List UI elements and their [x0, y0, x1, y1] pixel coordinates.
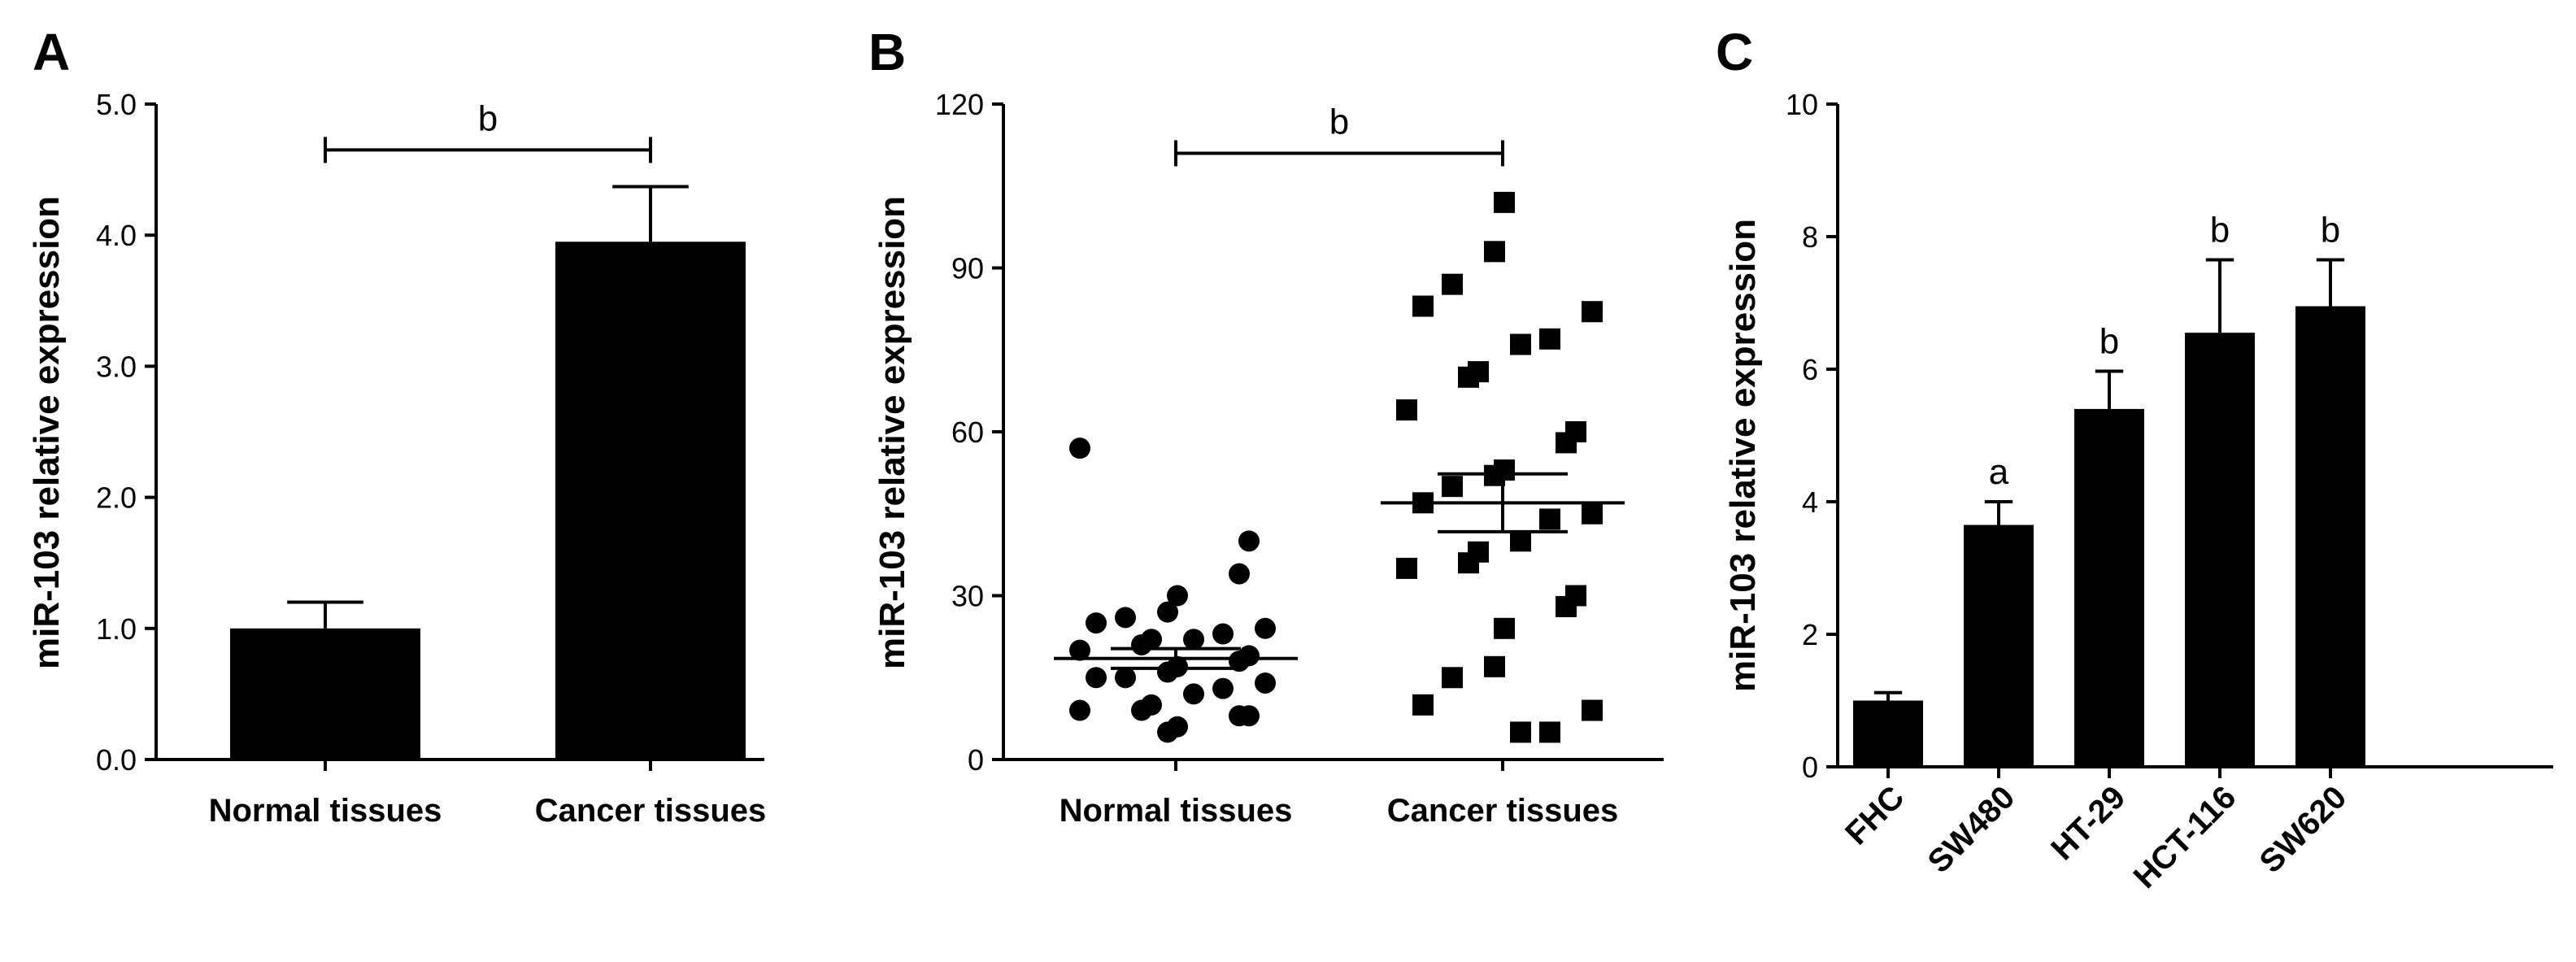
panel-a-y-tick-label: 0.0 [96, 743, 137, 777]
panel-b-point-normal [1212, 623, 1234, 645]
panel-b-point-normal [1069, 437, 1090, 459]
panel-letter-b: B [868, 23, 906, 81]
panel-a-y-tick-label: 5.0 [96, 88, 137, 121]
panel-b-point-normal [1183, 629, 1204, 651]
panel-b-point-cancer [1484, 241, 1505, 263]
panel-c-bar [1964, 525, 2034, 767]
panel-a-bar [230, 628, 420, 760]
panel-b-point-cancer [1412, 295, 1434, 317]
panel-a-y-axis-title: miR-103 relative expression [27, 196, 67, 669]
panel-a-bar [555, 242, 746, 760]
panel-letter-a: A [33, 23, 70, 81]
panel-b-point-cancer [1556, 432, 1577, 454]
panel-a-y-tick-label: 4.0 [96, 219, 137, 252]
panel-b-point-cancer [1582, 503, 1603, 525]
panel-c-significance-label: b [2100, 321, 2119, 361]
panel-b-point-cancer [1510, 530, 1531, 552]
panel-c-significance-label: b [2210, 211, 2230, 250]
panel-c-y-tick-label: 10 [1786, 88, 1818, 121]
panel-letter-c: C [1716, 23, 1753, 81]
panel-c-x-category-label: SW620 [2252, 779, 2353, 880]
panel-b-point-cancer [1442, 273, 1463, 295]
panel-c-y-tick-label: 8 [1802, 220, 1818, 254]
panel-b-point-cancer [1510, 721, 1531, 743]
panel-c-bar [1853, 700, 1923, 767]
panel-a-x-category-label: Normal tissues [209, 793, 442, 829]
panel-b-point-cancer [1494, 191, 1515, 213]
panel-c-significance-label: a [1989, 452, 2009, 492]
panel-c-bar [2185, 333, 2255, 767]
panel-b-point-cancer [1582, 301, 1603, 323]
panel-b-point-normal [1229, 705, 1250, 727]
panel-b-x-category-label: Cancer tissues [1387, 793, 1619, 829]
panel-c-y-tick-label: 4 [1802, 485, 1818, 519]
panel-b-point-normal [1255, 672, 1276, 694]
panel-b-point-cancer [1458, 366, 1479, 388]
panel-b-point-normal [1069, 639, 1090, 661]
panel-c-x-category-label: FHC [1838, 779, 1911, 851]
panel-b-point-normal [1115, 667, 1136, 689]
panel-b-point-cancer [1510, 333, 1531, 355]
panel-b-point-normal [1229, 651, 1250, 673]
panel-c-y-axis-title: miR-103 relative expression [1723, 219, 1763, 692]
panel-c-x-category-label: HT-29 [2044, 779, 2132, 867]
panel-b-point-normal [1238, 530, 1260, 552]
panel-b-y-tick-label: 0 [968, 743, 984, 777]
panel-b-point-normal [1086, 667, 1107, 689]
panel-c-y-tick-label: 0 [1802, 751, 1818, 784]
panel-a-x-category-label: Cancer tissues [535, 793, 767, 829]
panel-b-point-cancer [1442, 476, 1463, 498]
panel-b-point-normal [1115, 607, 1136, 629]
panel-b-point-cancer [1582, 699, 1603, 721]
panel-c-y-tick-label: 2 [1802, 618, 1818, 651]
panel-b-point-cancer [1396, 557, 1417, 579]
panel-b-point-cancer [1539, 721, 1560, 743]
panel-b-y-tick-label: 90 [951, 252, 984, 285]
panel-b-point-cancer [1539, 508, 1560, 530]
panel-b-point-normal [1131, 699, 1152, 721]
panel-b-point-cancer [1442, 667, 1463, 689]
panel-b-point-normal [1157, 721, 1178, 743]
panel-b-y-tick-label: 120 [935, 88, 984, 121]
panel-b-point-normal [1212, 677, 1234, 699]
panel-c-x-category-label: HCT-116 [2127, 779, 2243, 895]
panel-b-point-cancer [1396, 399, 1417, 421]
panel-a-y-tick-label: 1.0 [96, 612, 137, 646]
panel-c-x-category-label: SW480 [1921, 779, 2021, 880]
panel-c-y-tick-label: 6 [1802, 353, 1818, 386]
panel-b-scatter-chart: B miR-103 relative expression 0 30 60 90 120… [868, 23, 1664, 829]
panel-b-point-cancer [1412, 694, 1434, 716]
panel-b-point-normal [1167, 585, 1188, 607]
panel-b-point-normal [1069, 699, 1090, 721]
panel-a-y-tick-label: 3.0 [96, 350, 137, 383]
panel-b-point-normal [1229, 563, 1250, 585]
panel-b-point-normal [1157, 601, 1178, 623]
panel-b-point-cancer [1484, 655, 1505, 677]
panel-a-bar-chart: A miR-103 relative expression 0.0 1.0 2.0 3… [27, 23, 766, 829]
panel-b-x-category-label: Normal tissues [1060, 793, 1293, 829]
panel-b-point-cancer [1458, 552, 1479, 574]
panel-a-y-tick-label: 2.0 [96, 481, 137, 515]
panel-b-y-tick-label: 30 [951, 580, 984, 613]
panel-b-y-axis-title: miR-103 relative expression [872, 196, 912, 669]
panel-b-y-tick-label: 60 [951, 416, 984, 449]
panel-b-point-cancer [1539, 328, 1560, 350]
panel-b-significance-label: b [1329, 102, 1349, 141]
panel-b-point-normal [1255, 617, 1276, 639]
panel-b-point-normal [1183, 683, 1204, 705]
panel-b-point-normal [1086, 612, 1107, 634]
panel-b-point-cancer [1556, 595, 1577, 617]
panel-c-bar-chart: C miR-103 relative expression 0 2 4 6 8 10 FHC… [1716, 23, 2553, 895]
panel-c-significance-label: b [2321, 211, 2340, 250]
panel-c-bar [2074, 408, 2144, 767]
panel-b-point-normal [1131, 633, 1152, 655]
panel-a-significance-label: b [478, 98, 498, 138]
panel-c-bar [2295, 306, 2365, 767]
panel-b-point-cancer [1494, 617, 1515, 639]
